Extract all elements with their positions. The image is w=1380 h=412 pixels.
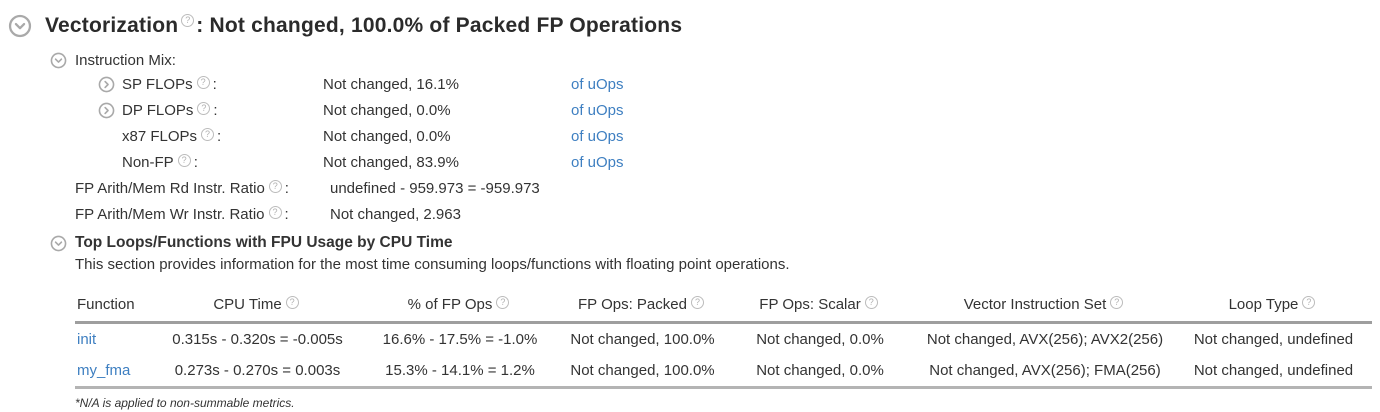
title-value: : Not changed, 100.0% of Packed FP Opera… [196, 14, 683, 37]
function-link[interactable]: init [77, 331, 97, 348]
page-title: Vectorization?: Not changed, 100.0% of P… [45, 14, 682, 38]
help-icon[interactable]: ? [201, 127, 215, 141]
table-footnote: *N/A is applied to non-summable metrics. [75, 396, 295, 410]
help-icon[interactable]: ? [177, 153, 191, 167]
table-row: init 0.315s - 0.320s = -0.005s 16.6% - 1… [75, 323, 1372, 356]
fp-ops-packed-cell: Not changed, 100.0% [560, 355, 725, 389]
metric-label: FP Arith/Mem Wr Instr. Ratio?: [75, 205, 289, 223]
help-icon[interactable]: ? [197, 101, 211, 115]
instruction-mix-row: SP FLOPs?: Not changed, 16.1% of uOps [98, 71, 1380, 97]
cpu-time-cell: 0.315s - 0.320s = -0.005s [172, 331, 343, 348]
column-header-cpu-time: CPU Time? [155, 292, 360, 324]
vector-isa-cell: Not changed, AVX(256); AVX2(256) [926, 331, 1164, 348]
help-icon[interactable]: ? [1110, 296, 1124, 309]
help-icon[interactable]: ? [196, 75, 210, 89]
help-icon[interactable]: ? [285, 296, 299, 309]
metric-value: Not changed, 16.1% [323, 75, 459, 93]
instruction-mix-section-header: Instruction Mix: [50, 49, 1380, 71]
metric-value: Not changed, 83.9% [323, 153, 459, 171]
function-link[interactable]: my_fma [77, 362, 131, 379]
chevron-right-circle-icon[interactable] [98, 76, 115, 93]
metric-label: SP FLOPs?: [122, 75, 217, 93]
section-title: Top Loops/Functions with FPU Usage by CP… [75, 234, 453, 251]
metric-value: Not changed, 0.0% [323, 101, 451, 119]
column-header-vector-isa: Vector Instruction Set? [915, 292, 1175, 324]
instruction-mix-row: DP FLOPs?: Not changed, 0.0% of uOps [98, 97, 1380, 123]
column-header-fp-ops-packed: FP Ops: Packed? [560, 292, 725, 324]
fp-ops-pct-cell: 16.6% - 17.5% = -1.0% [382, 331, 538, 348]
instruction-mix-rows: SP FLOPs?: Not changed, 16.1% of uOps DP… [0, 71, 1380, 175]
fp-ops-scalar-cell: Not changed, 0.0% [725, 355, 915, 389]
fp-ops-scalar-cell: Not changed, 0.0% [756, 331, 884, 348]
instruction-mix-row: x87 FLOPs?: Not changed, 0.0% of uOps [98, 123, 1380, 149]
table-row: my_fma 0.273s - 0.270s = 0.003s 15.3% - … [75, 355, 1372, 389]
metric-label: Non-FP?: [122, 153, 198, 171]
of-uops-link[interactable]: of uOps [571, 75, 624, 93]
help-icon[interactable]: ? [690, 296, 704, 309]
column-header-fp-ops-scalar: FP Ops: Scalar? [725, 292, 915, 324]
ratio-row: FP Arith/Mem Rd Instr. Ratio?: undefined… [75, 175, 1380, 201]
column-header-function: Function [75, 292, 155, 324]
section-label: Instruction Mix: [75, 51, 176, 69]
help-icon[interactable]: ? [496, 296, 510, 309]
column-header-loop-type: Loop Type? [1175, 292, 1372, 324]
metric-value: undefined - 959.973 = -959.973 [330, 179, 540, 197]
top-loops-section-header: Top Loops/Functions with FPU Usage by CP… [50, 232, 1380, 254]
help-icon[interactable]: ? [268, 179, 282, 193]
loop-type-cell: Not changed, undefined [1175, 355, 1372, 389]
instruction-mix-row: Non-FP?: Not changed, 83.9% of uOps [98, 149, 1380, 175]
of-uops-link[interactable]: of uOps [571, 153, 624, 171]
of-uops-link[interactable]: of uOps [571, 101, 624, 119]
help-icon[interactable]: ? [181, 14, 195, 27]
metric-label: DP FLOPs?: [122, 101, 218, 119]
vectorization-header: Vectorization?: Not changed, 100.0% of P… [0, 8, 1380, 44]
fp-ops-packed-cell: Not changed, 100.0% [570, 331, 715, 348]
table-header-row: Function CPU Time? % of FP Ops? FP Ops: … [75, 292, 1372, 324]
of-uops-link[interactable]: of uOps [571, 127, 624, 145]
title-label: Vectorization [45, 14, 179, 37]
fp-ops-pct-cell: 15.3% - 14.1% = 1.2% [360, 355, 560, 389]
help-icon[interactable]: ? [268, 205, 282, 219]
vector-isa-cell: Not changed, AVX(256); FMA(256) [915, 355, 1175, 389]
metric-value: Not changed, 0.0% [323, 127, 451, 145]
chevron-down-circle-icon[interactable] [50, 235, 67, 252]
chevron-down-circle-icon[interactable] [50, 52, 67, 69]
ratio-rows: FP Arith/Mem Rd Instr. Ratio?: undefined… [0, 175, 1380, 227]
metric-label: FP Arith/Mem Rd Instr. Ratio?: [75, 179, 289, 197]
column-header-fp-ops-pct: % of FP Ops? [360, 292, 560, 324]
metric-label: x87 FLOPs?: [122, 127, 222, 145]
section-description: This section provides information for th… [75, 256, 790, 273]
metric-value: Not changed, 2.963 [330, 205, 461, 223]
cpu-time-cell: 0.273s - 0.270s = 0.003s [155, 355, 360, 389]
fpu-usage-table: Function CPU Time? % of FP Ops? FP Ops: … [75, 292, 1372, 389]
ratio-row: FP Arith/Mem Wr Instr. Ratio?: Not chang… [75, 201, 1380, 227]
chevron-down-circle-icon[interactable] [8, 14, 32, 38]
chevron-right-circle-icon[interactable] [98, 102, 115, 119]
help-icon[interactable]: ? [1302, 296, 1316, 309]
help-icon[interactable]: ? [864, 296, 878, 309]
loop-type-cell: Not changed, undefined [1193, 331, 1354, 348]
